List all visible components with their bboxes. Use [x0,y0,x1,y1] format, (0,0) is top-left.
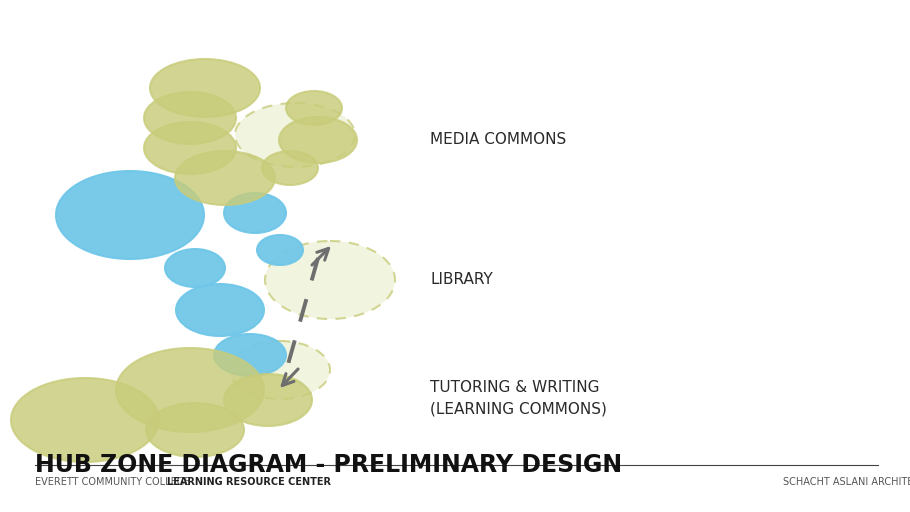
Ellipse shape [262,151,318,185]
Ellipse shape [224,374,312,426]
Ellipse shape [214,334,286,376]
Ellipse shape [56,171,204,259]
Ellipse shape [176,284,264,336]
Ellipse shape [265,241,395,319]
Text: EVERETT COMMUNITY COLLEGE: EVERETT COMMUNITY COLLEGE [35,477,193,487]
Ellipse shape [144,122,236,174]
Ellipse shape [146,403,244,457]
Text: TUTORING & WRITING
(LEARNING COMMONS): TUTORING & WRITING (LEARNING COMMONS) [430,380,607,416]
Text: HUB ZONE DIAGRAM - PRELIMINARY DESIGN: HUB ZONE DIAGRAM - PRELIMINARY DESIGN [35,453,622,477]
Ellipse shape [175,151,275,205]
Ellipse shape [165,249,225,287]
Ellipse shape [257,235,303,265]
Text: LIBRARY: LIBRARY [430,272,492,288]
Ellipse shape [116,348,264,432]
Text: SCHACHT ASLANI ARCHITECTS: SCHACHT ASLANI ARCHITECTS [783,477,910,487]
Ellipse shape [235,103,355,167]
Ellipse shape [224,193,286,233]
Text: MEDIA COMMONS: MEDIA COMMONS [430,133,566,147]
Ellipse shape [11,378,159,462]
Ellipse shape [144,92,236,144]
Text: LEARNING RESOURCE CENTER: LEARNING RESOURCE CENTER [167,477,330,487]
Ellipse shape [279,117,357,163]
Ellipse shape [150,59,260,117]
Ellipse shape [230,341,330,399]
Ellipse shape [286,91,342,125]
